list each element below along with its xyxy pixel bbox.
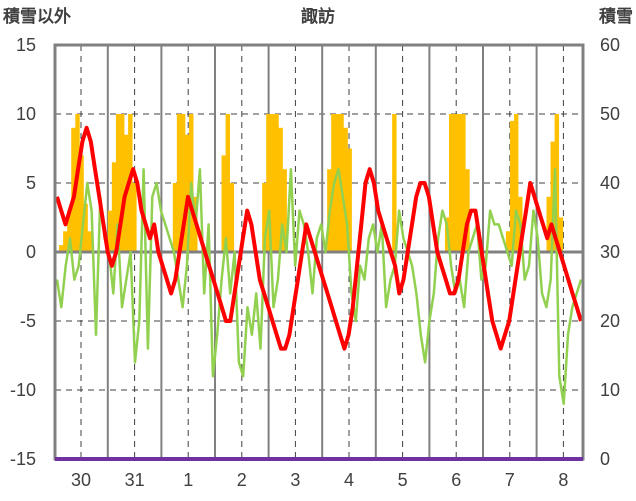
y-tick-left: 0 <box>26 242 36 262</box>
y-tick-right: 60 <box>600 35 620 55</box>
snow-bar <box>335 114 340 252</box>
snow-bar <box>111 162 117 252</box>
y-tick-left: -5 <box>20 311 36 331</box>
snow-bar <box>79 155 84 252</box>
y-tick-right: 10 <box>600 380 620 400</box>
x-tick-label: 31 <box>125 470 145 490</box>
snow-bar <box>63 231 68 252</box>
y-tick-right: 30 <box>600 242 620 262</box>
green-series-line <box>55 167 583 406</box>
snow-bar <box>278 127 283 252</box>
red-series-line <box>55 125 583 351</box>
chart-title: 諏訪 <box>301 6 335 27</box>
x-tick-label: 8 <box>558 470 568 490</box>
x-tick-label: 30 <box>71 470 91 490</box>
snow-bar <box>262 183 267 252</box>
snow-bar <box>465 169 470 252</box>
snow-bar <box>132 183 137 252</box>
y-tick-right: 20 <box>600 311 620 331</box>
snow-bar <box>457 114 462 252</box>
snow-bar <box>229 183 235 252</box>
snow-bar <box>172 183 178 252</box>
snow-bar <box>554 114 560 252</box>
snow-bar <box>343 127 348 252</box>
y-tick-left: -10 <box>10 380 36 400</box>
snow-bar <box>347 148 352 252</box>
snow-bar <box>176 114 182 252</box>
snow-bar <box>449 114 454 252</box>
x-tick-label: 7 <box>505 470 515 490</box>
snow-bar <box>282 169 287 252</box>
snow-bar <box>180 114 186 252</box>
snow-bar <box>270 114 275 252</box>
snow-bar <box>546 196 551 252</box>
snow-bar <box>107 210 113 252</box>
y-tick-right: 0 <box>600 449 610 469</box>
y-tick-left: 15 <box>16 35 36 55</box>
snow-bar <box>461 114 466 252</box>
y-tick-right: 40 <box>600 173 620 193</box>
x-tick-label: 3 <box>290 470 300 490</box>
snow-bar <box>184 134 190 252</box>
snow-bar <box>392 114 397 252</box>
right-axis-label: 積雪 <box>599 6 633 27</box>
snow-bar <box>513 114 519 252</box>
snow-bar <box>509 120 515 253</box>
snow-bar <box>119 114 125 252</box>
snow-bar <box>225 114 231 252</box>
y-tick-left: 5 <box>26 173 36 193</box>
snow-bar <box>558 217 564 252</box>
snow-bar <box>266 114 271 252</box>
left-axis-label: 積雪以外 <box>3 6 71 27</box>
snow-bar <box>453 114 458 252</box>
x-tick-label: 2 <box>237 470 247 490</box>
y-tick-left: -15 <box>10 449 36 469</box>
x-tick-label: 1 <box>183 470 193 490</box>
snow-bar <box>67 210 72 252</box>
snow-bar <box>221 155 226 252</box>
snow-bar <box>83 203 88 252</box>
snow-bar <box>87 231 92 252</box>
snow-bar <box>59 245 64 252</box>
y-tick-left: 10 <box>16 104 36 124</box>
y-tick-right: 50 <box>600 104 620 124</box>
x-tick-label: 4 <box>344 470 354 490</box>
x-tick-label: 5 <box>398 470 408 490</box>
snow-bar <box>274 114 279 252</box>
snow-bar <box>505 231 511 252</box>
snow-bar <box>115 114 121 252</box>
x-tick-label: 6 <box>451 470 461 490</box>
